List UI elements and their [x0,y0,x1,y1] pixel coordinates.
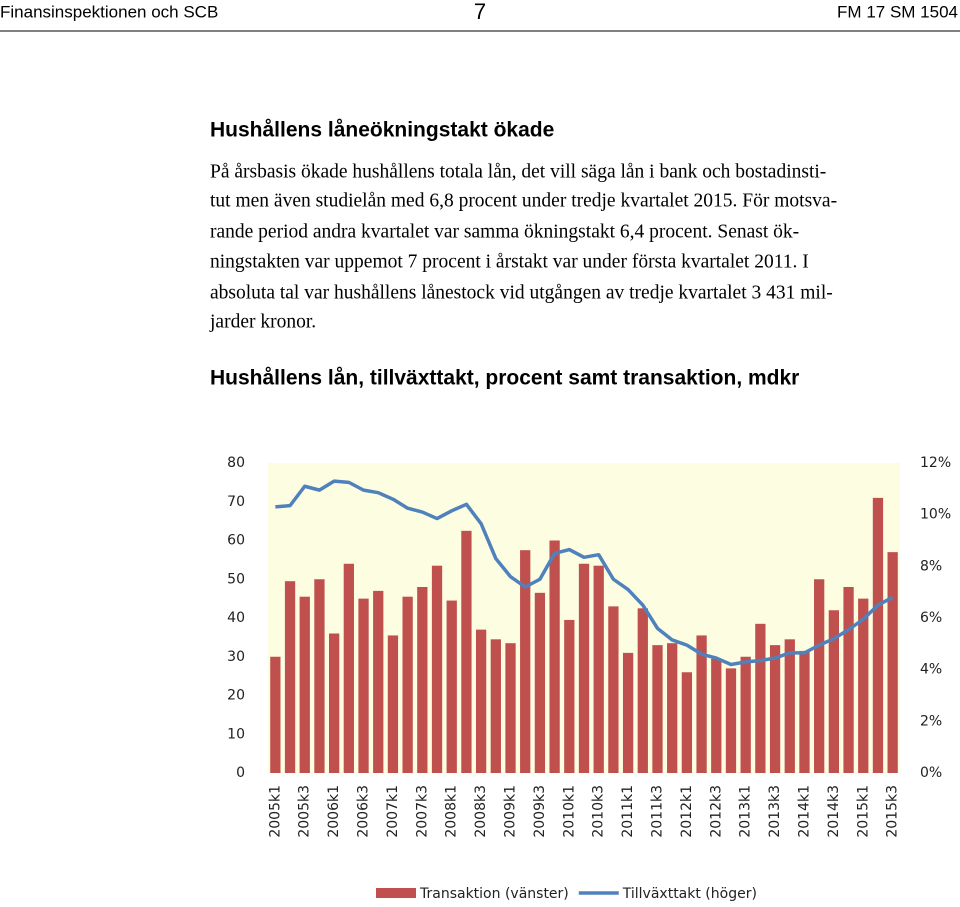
bar [755,623,766,773]
x-tick-label: 2008k3 [473,785,489,838]
x-tick-label: 2007k1 [385,785,401,838]
bar [872,497,884,773]
bar [431,565,443,773]
bar [725,668,737,773]
x-tick-label: 2014k1 [796,785,812,838]
y-tick-label: 30 [227,649,245,665]
bar [740,656,751,773]
x-tick-label: 2011k1 [620,785,636,838]
paragraph-line: absoluta tal var hushållens lånestock vi… [210,282,833,303]
bar [828,610,840,773]
x-tick-label: 2005k1 [267,785,283,838]
bar [475,629,487,773]
bar [637,608,648,773]
x-tick-label: 2005k3 [297,785,313,838]
bar [667,643,678,773]
bar [608,606,619,773]
bar [578,563,590,773]
y2-tick-label: 2% [920,713,942,729]
paragraph-line: jarder kronor. [209,311,316,332]
x-tick-label: 2015k1 [855,785,871,838]
chart-title: Hushållens lån, tillväxttakt, procent sa… [210,367,799,390]
bar [652,645,663,773]
bar [446,600,457,773]
bar [284,581,296,773]
bar [769,645,781,773]
x-tick-label: 2012k1 [679,785,695,838]
bar [328,633,340,773]
y2-tick-label: 0% [920,765,942,781]
x-tick-label: 2008k1 [444,785,460,838]
y-tick-label: 20 [227,688,245,704]
x-tick-label: 2009k1 [503,785,519,838]
bar [858,598,869,773]
bar [534,592,546,773]
y-tick-label: 40 [227,610,245,626]
bar [373,590,384,773]
y2-tick-label: 12% [920,455,951,471]
bar [696,635,707,773]
legend-label: Tillväxttakt (höger) [622,886,757,902]
legend-swatch [376,888,416,898]
x-tick-label: 2006k3 [356,785,372,838]
bar [622,652,634,773]
bar [799,650,810,773]
y-tick-label: 70 [227,494,245,510]
y2-tick-label: 4% [920,662,942,678]
bar [461,530,472,773]
x-tick-label: 2006k1 [326,785,342,838]
page-number: 7 [474,0,486,24]
paragraph-line: tut men även studielån med 6,8 procent u… [210,190,837,211]
x-tick-label: 2011k3 [649,785,665,838]
y-tick-label: 60 [227,533,245,549]
bar [520,550,531,773]
bar [843,587,854,773]
heading: Hushållens låneökningstakt ökade [210,119,554,142]
x-tick-label: 2013k3 [767,785,783,838]
paragraph-line: rande period andra kvartalet var samma ö… [210,221,799,242]
bar [593,565,604,773]
bar [343,563,354,773]
x-tick-label: 2013k1 [738,785,754,838]
bar [814,579,825,773]
y-tick-label: 10 [227,726,245,742]
bar [490,639,501,773]
bar [681,672,693,773]
x-tick-label: 2010k3 [591,785,607,838]
bar [505,643,516,773]
x-tick-label: 2007k3 [414,785,430,838]
x-tick-label: 2009k3 [532,785,548,838]
bar [358,598,369,773]
bar [417,587,428,773]
y-tick-label: 0 [236,765,245,781]
x-tick-label: 2015k3 [885,785,901,838]
header-left: Finansinspektionen och SCB [0,2,218,21]
y-tick-label: 50 [227,571,245,587]
paragraph-line: ningstakten var uppemot 7 procent i årst… [210,251,809,272]
bar [299,596,310,773]
y-tick-label: 80 [227,455,245,471]
bar [402,596,413,773]
bar [711,658,722,773]
paragraph-line: På årsbasis ökade hushållens totala lån,… [210,161,826,182]
bar [549,540,560,773]
legend-label: Transaktion (vänster) [419,886,569,902]
y2-tick-label: 10% [920,507,951,523]
header-right: FM 17 SM 1504 [837,2,958,21]
bar [887,552,898,773]
bar [784,639,795,773]
y2-tick-label: 6% [920,610,942,626]
line [275,479,894,667]
bar [564,619,575,773]
x-tick-label: 2010k1 [561,785,577,838]
x-tick-label: 2012k3 [708,785,724,838]
y2-tick-label: 8% [920,558,942,574]
bar [270,656,281,773]
bar [314,579,325,773]
x-tick-label: 2014k3 [826,785,842,838]
bar [387,635,399,773]
